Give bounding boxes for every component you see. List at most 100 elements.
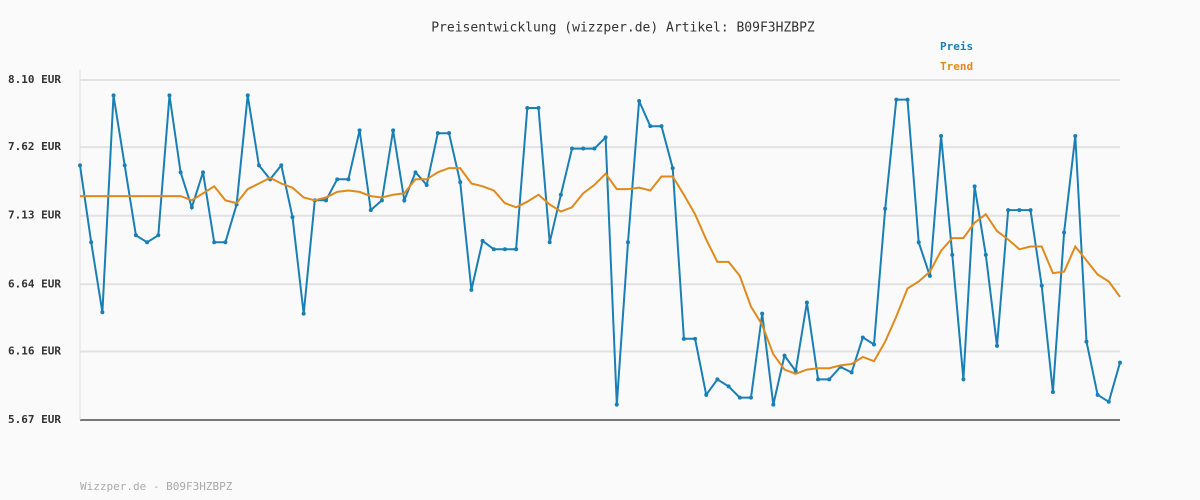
point [681,336,686,341]
point [693,336,698,341]
point [447,131,452,136]
point [905,97,910,102]
point [558,192,563,197]
point [245,93,250,98]
point [983,252,988,257]
point [715,377,720,382]
point [704,392,709,397]
point [849,370,854,375]
point [793,369,798,374]
footer: Wizzper.de - B09F3HZBPZ [80,480,233,493]
point [357,128,362,133]
point [927,273,932,278]
point [324,198,329,203]
point [1017,208,1022,213]
point [502,247,507,252]
point [301,311,306,316]
point [748,395,753,400]
point [804,300,809,305]
point [89,240,94,245]
point [368,208,373,213]
point [167,93,172,98]
point [603,135,608,140]
point [637,98,642,103]
point [726,384,731,389]
y-tick-label: 8.10 EUR [8,73,61,86]
point [570,146,575,151]
y-tick-label: 5.67 EUR [8,413,61,426]
point [1106,399,1111,404]
point [871,342,876,347]
point [625,240,630,245]
y-tick-label: 6.64 EUR [8,277,61,290]
point [536,105,541,110]
point [972,184,977,189]
point [458,180,463,185]
point [894,97,899,102]
point [771,402,776,407]
point [994,343,999,348]
point [133,233,138,238]
point [1073,133,1078,138]
point [1062,230,1067,235]
point [592,146,597,151]
point [670,166,675,171]
point [156,233,161,238]
point [413,170,418,175]
point [435,131,440,136]
point [737,395,742,400]
point [1095,392,1100,397]
point [1006,208,1011,213]
legend-label: Trend [940,60,973,73]
point [391,128,396,133]
point [335,177,340,182]
point [256,163,261,168]
point [883,206,888,211]
point [145,240,150,245]
y-tick-label: 7.62 EUR [8,140,61,153]
point [939,133,944,138]
point [525,105,530,110]
point [916,240,921,245]
point [189,205,194,210]
point [223,240,228,245]
point [816,377,821,382]
point [1118,360,1122,365]
point [827,377,832,382]
legend-label: Preis [940,40,973,53]
point [860,335,865,340]
point [122,163,127,168]
point [614,402,619,407]
point [100,310,105,315]
chart-title: Preisentwicklung (wizzper.de) Artikel: B… [431,21,815,36]
point [1050,390,1055,395]
point [950,252,955,257]
point [760,311,765,316]
point [659,124,664,129]
point [1028,208,1033,213]
point [178,170,183,175]
point [379,198,384,203]
y-tick-label: 6.16 EUR [8,344,61,357]
line-1 [80,167,1121,375]
point [782,353,787,358]
point [201,170,206,175]
point [212,240,217,245]
point [961,377,966,382]
point [581,146,586,151]
point [1084,339,1089,344]
point [402,198,407,203]
point [491,247,496,252]
point [469,287,474,292]
point [547,240,552,245]
point [480,238,485,243]
point [424,182,429,187]
point [648,124,653,129]
y-tick-label: 7.13 EUR [8,209,61,222]
point [279,163,284,168]
point [111,93,116,98]
point [290,215,295,220]
point [78,163,82,168]
point [346,177,351,182]
